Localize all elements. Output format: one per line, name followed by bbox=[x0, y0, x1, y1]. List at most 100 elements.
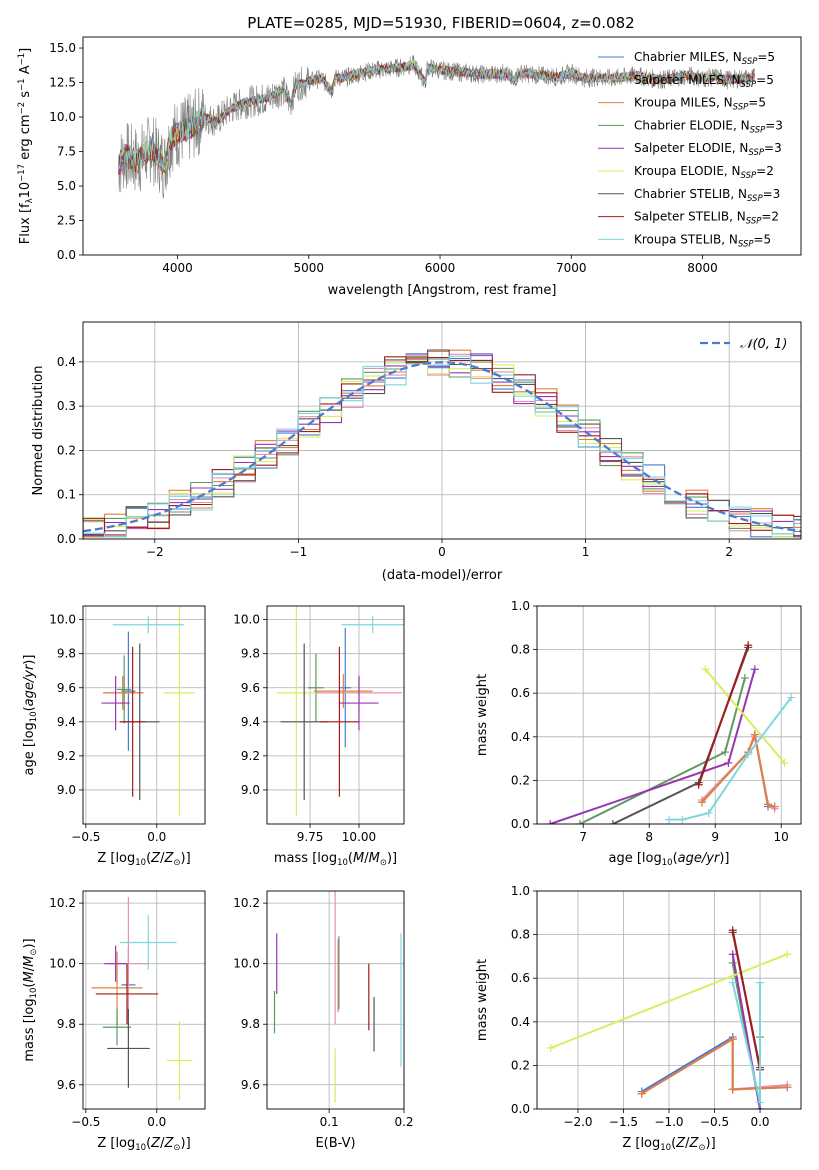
mass-weight-line bbox=[731, 930, 761, 1070]
x-axis-label: age [log10​(age/yr)] bbox=[609, 851, 730, 868]
mass-weight-line bbox=[697, 644, 750, 786]
x-tick-label: 0.0 bbox=[147, 1115, 166, 1129]
z-weight-plot-area bbox=[546, 926, 792, 1109]
y-tick-label: 0.0 bbox=[57, 248, 76, 262]
age-weight-plot-area bbox=[546, 641, 796, 824]
y-tick-label: 0.0 bbox=[57, 532, 76, 546]
x-tick-label: 10 bbox=[774, 830, 789, 844]
x-tick-label: 0 bbox=[438, 545, 446, 559]
x-axis-label: E(B-V) bbox=[315, 1136, 355, 1151]
mass-weight-marker bbox=[783, 950, 792, 959]
mass-weight-marker bbox=[744, 641, 753, 650]
z-mass-panel bbox=[79, 890, 206, 1113]
normal-reference-curve bbox=[83, 361, 801, 533]
x-tick-label: −1.5 bbox=[609, 1115, 638, 1129]
x-tick-label: 0.1 bbox=[320, 1115, 339, 1129]
mass-weight-marker bbox=[740, 673, 749, 682]
spectrum-plot-area bbox=[118, 55, 756, 199]
x-tick-label: −2 bbox=[146, 545, 164, 559]
mass-weight-marker bbox=[701, 665, 710, 674]
mass-weight-marker bbox=[694, 780, 703, 789]
z-mass-plot-area bbox=[91, 897, 193, 1100]
mass-weight-marker bbox=[698, 798, 706, 807]
residuals-panel bbox=[79, 321, 802, 543]
mass-weight-marker bbox=[665, 815, 673, 824]
legend-entry: Salpeter STELIB, NSSP​=2 bbox=[634, 210, 779, 227]
y-tick-label: 10.0 bbox=[49, 110, 76, 124]
y-tick-label: 10.0 bbox=[233, 957, 260, 971]
residual-histogram bbox=[83, 349, 801, 539]
y-tick-label: 0.0 bbox=[511, 817, 530, 831]
mass-weight-marker bbox=[750, 730, 759, 739]
y-tick-label: 10.0 bbox=[49, 613, 76, 627]
y-tick-label: 9.0 bbox=[57, 783, 76, 797]
axes-frame bbox=[82, 36, 802, 256]
z-age-plot-area bbox=[101, 606, 196, 816]
axes-frame bbox=[536, 605, 802, 825]
mass-weight-marker bbox=[575, 820, 584, 824]
x-tick-label: 8000 bbox=[687, 261, 718, 275]
spectrum-panel bbox=[79, 36, 802, 259]
x-tick-label: −1.0 bbox=[654, 1115, 683, 1129]
legend-entry: Salpeter MILES, NSSP​=5 bbox=[634, 73, 774, 90]
age-weight-panel bbox=[533, 605, 802, 828]
mass-weight-marker bbox=[704, 809, 713, 818]
mass-weight-marker bbox=[678, 815, 687, 824]
x-tick-label: 1 bbox=[582, 545, 590, 559]
x-tick-label: −0.5 bbox=[71, 830, 100, 844]
x-tick-label: 7 bbox=[579, 830, 587, 844]
x-tick-label: −2.0 bbox=[563, 1115, 592, 1129]
y-tick-label: 0.3 bbox=[57, 399, 76, 413]
axes-frame bbox=[82, 890, 206, 1110]
mass-weight-marker bbox=[546, 820, 555, 824]
legend-entry: Chabrier STELIB, NSSP​=3 bbox=[634, 187, 780, 204]
x-tick-label: 0.2 bbox=[394, 1115, 413, 1129]
mass-weight-marker bbox=[770, 802, 779, 811]
y-axis-label: Flux [fλ​10−17​ erg cm−2​ s−1​ A−1​] bbox=[17, 48, 35, 244]
x-tick-label: 4000 bbox=[162, 261, 193, 275]
y-tick-label: 15.0 bbox=[49, 41, 76, 55]
y-axis-label: age [log10​(age/yr)] bbox=[22, 655, 39, 776]
mass-weight-marker bbox=[728, 1085, 737, 1094]
y-tick-label: 9.8 bbox=[57, 1017, 76, 1031]
x-tick-label: 8 bbox=[645, 830, 653, 844]
x-axis-label: wavelength [Angstrom, rest frame] bbox=[328, 283, 557, 298]
mass-weight-marker bbox=[750, 665, 759, 674]
x-axis-label: Z [log10​(Z/Z⊙​)] bbox=[97, 851, 190, 868]
x-tick-label: 7000 bbox=[556, 261, 587, 275]
residual-histogram bbox=[83, 359, 801, 539]
mass-weight-line bbox=[704, 668, 786, 764]
ebv-mass-plot-area bbox=[273, 891, 402, 1103]
y-tick-label: 9.8 bbox=[241, 1017, 260, 1031]
y-tick-label: 0.4 bbox=[57, 355, 76, 369]
y-tick-label: 9.6 bbox=[57, 1078, 76, 1092]
mass-weight-marker bbox=[756, 1098, 765, 1107]
y-tick-label: 0.4 bbox=[511, 1015, 530, 1029]
y-tick-label: 9.4 bbox=[57, 715, 76, 729]
y-tick-label: 2.5 bbox=[57, 214, 76, 228]
legend-entry: Salpeter ELODIE, NSSP​=3 bbox=[634, 141, 782, 158]
y-tick-label: 10.0 bbox=[233, 613, 260, 627]
mass-age-panel bbox=[263, 605, 405, 828]
x-axis-label: Z [log10​(Z/Z⊙​)] bbox=[97, 1136, 190, 1153]
y-tick-label: 9.8 bbox=[241, 647, 260, 661]
mass-weight-marker bbox=[728, 958, 737, 967]
y-tick-label: 0.2 bbox=[57, 443, 76, 457]
y-axis-label: Normed distribution bbox=[31, 366, 46, 496]
mass-weight-marker bbox=[721, 748, 730, 757]
residual-histogram bbox=[83, 357, 801, 539]
y-tick-label: 10.2 bbox=[49, 896, 76, 910]
y-tick-label: 0.2 bbox=[511, 773, 530, 787]
mass-weight-marker bbox=[780, 758, 789, 767]
x-tick-label: −0.5 bbox=[700, 1115, 729, 1129]
y-tick-label: 0.8 bbox=[511, 643, 530, 657]
x-tick-label: 10.00 bbox=[342, 830, 376, 844]
residual-histogram bbox=[83, 356, 801, 539]
y-tick-label: 9.0 bbox=[241, 783, 260, 797]
x-axis-label: (data-model)/error bbox=[382, 568, 503, 583]
mass-weight-marker bbox=[787, 693, 796, 702]
y-axis-label: mass weight bbox=[475, 959, 490, 1041]
model-spectrum-line bbox=[118, 60, 756, 172]
x-tick-label: 0.0 bbox=[147, 830, 166, 844]
